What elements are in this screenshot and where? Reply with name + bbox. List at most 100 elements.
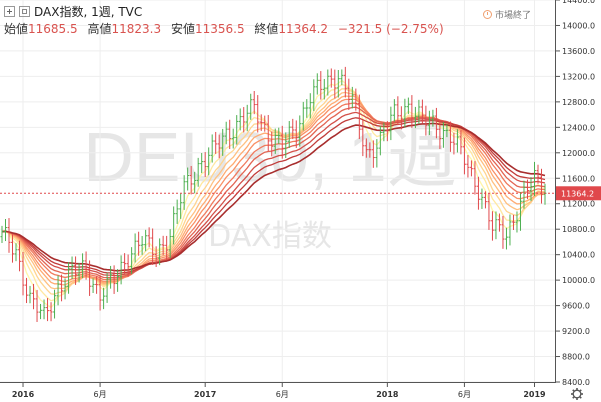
candle (77, 262, 81, 283)
candles (0, 66, 547, 322)
candle (539, 168, 543, 204)
candle (371, 140, 375, 168)
candle (487, 193, 491, 230)
candle (179, 193, 183, 219)
candle (469, 160, 473, 177)
candle (364, 138, 368, 158)
price-scale (556, 0, 601, 402)
candle (466, 154, 470, 178)
candle (154, 246, 158, 268)
candle (109, 265, 113, 289)
ema-ribbon (1, 79, 546, 309)
candle (326, 69, 330, 96)
candle (224, 121, 228, 145)
time-scale (0, 383, 556, 402)
candle (91, 278, 95, 293)
candle (354, 88, 358, 111)
close-value: 11364.2 (278, 22, 329, 36)
candle (70, 256, 74, 279)
candle (473, 161, 477, 195)
candle (56, 275, 60, 306)
x-tick-label: 2016 (12, 390, 35, 399)
candle (112, 265, 116, 294)
high-value: 11823.3 (111, 22, 162, 36)
candle (137, 231, 141, 256)
symbol-title[interactable]: DAX指数, 1週, TVC (34, 4, 143, 19)
candle (403, 98, 407, 128)
candle (382, 122, 386, 142)
candle (315, 73, 319, 95)
candle (410, 95, 414, 128)
candle (501, 215, 505, 249)
candle (319, 71, 323, 100)
compare-add-icon[interactable] (4, 5, 15, 17)
candle (336, 69, 340, 98)
candle (4, 218, 8, 242)
candle (88, 260, 92, 296)
candle (95, 276, 99, 294)
open-label: 始値 (4, 22, 29, 36)
candle (266, 114, 270, 152)
candle (455, 129, 459, 153)
candle (518, 192, 522, 231)
candle (413, 106, 417, 129)
candle (532, 161, 536, 197)
y-tick-label: 14000.0 (562, 21, 595, 30)
y-tick-label: 12400.0 (562, 123, 595, 132)
candle (210, 134, 214, 163)
candle (420, 99, 424, 124)
candle (46, 298, 50, 322)
candle (193, 171, 197, 194)
candle (119, 255, 123, 285)
y-tick-label: 12000.0 (562, 149, 595, 158)
candle (448, 121, 452, 152)
candle (522, 180, 526, 209)
candle (133, 233, 137, 263)
candle (476, 176, 480, 210)
y-tick-label: 11600.0 (562, 174, 595, 183)
candle (329, 68, 333, 88)
candle (375, 139, 379, 168)
candle (494, 211, 498, 240)
candle (452, 132, 456, 155)
candle (438, 119, 442, 150)
market-status-label: 市場終了 (495, 11, 532, 21)
candle (182, 175, 186, 210)
symbol-format-icon[interactable] (19, 5, 30, 17)
candle (431, 109, 435, 127)
candle (49, 302, 53, 322)
candle (67, 262, 71, 294)
y-tick-label: 10000.0 (562, 276, 595, 285)
candle (312, 79, 316, 111)
candle (529, 177, 533, 201)
candle (340, 69, 344, 86)
y-tick-label: 10800.0 (562, 225, 595, 234)
candle (525, 179, 529, 200)
candle (21, 251, 25, 296)
watermark-name: DAX指数 (208, 219, 332, 254)
candle (389, 106, 393, 141)
candle (284, 132, 288, 158)
candle (165, 235, 169, 261)
candle (28, 285, 32, 304)
candle (81, 253, 85, 279)
candle (231, 128, 235, 149)
candle (242, 107, 246, 133)
y-tick-label: 8800.0 (562, 353, 590, 362)
candle (305, 99, 309, 118)
x-tick-label: 6月 (276, 390, 289, 399)
candle (63, 278, 67, 300)
candle (74, 256, 78, 285)
candle (462, 137, 466, 175)
x-tick-label: 6月 (458, 390, 471, 399)
change-value: −321.5 (−2.75%) (337, 22, 444, 36)
gear-icon[interactable] (571, 388, 583, 400)
candle (392, 99, 396, 122)
y-tick-label: 13200.0 (562, 72, 595, 81)
candle (168, 229, 172, 259)
candle (60, 274, 64, 302)
candle (256, 95, 260, 133)
market-status: 市場終了 (483, 8, 531, 21)
y-tick-label: 9600.0 (562, 302, 590, 311)
